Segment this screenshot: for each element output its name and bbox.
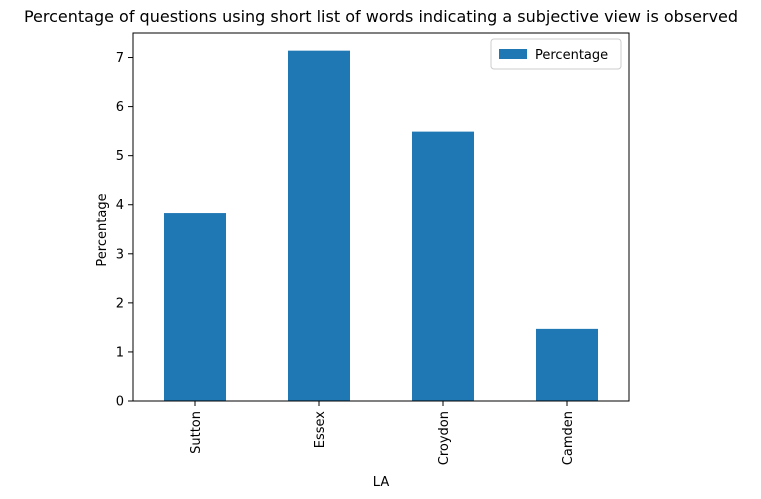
x-tick-label: Croydon xyxy=(437,411,452,465)
x-tick-label: Sutton xyxy=(189,411,204,454)
y-tick-label: 5 xyxy=(116,149,124,164)
y-tick-label: 6 xyxy=(116,100,124,115)
y-axis: 0 1 2 3 4 5 6 7 xyxy=(116,51,133,410)
x-axis-label: LA xyxy=(373,475,390,490)
plot-frame xyxy=(132,32,630,402)
bar-camden xyxy=(536,328,598,401)
chart-title: Percentage of questions using short list… xyxy=(24,7,738,26)
legend-box xyxy=(490,38,622,70)
y-tick-label: 2 xyxy=(116,296,124,311)
x-tick-label: Camden xyxy=(561,411,576,465)
legend: Percentage xyxy=(490,38,622,70)
x-tick-label: Essex xyxy=(313,411,328,449)
y-tick-label: 0 xyxy=(116,395,124,410)
y-tick-label: 1 xyxy=(116,345,124,360)
legend-label: Percentage xyxy=(535,48,608,63)
bar-sutton xyxy=(164,213,226,401)
bar-essex xyxy=(288,50,350,401)
bar-croydon xyxy=(412,131,474,401)
x-axis: Sutton Essex Croydon Camden xyxy=(189,401,576,465)
y-tick-label: 7 xyxy=(116,51,124,66)
plot-area xyxy=(132,32,630,402)
y-axis-label: Percentage xyxy=(95,193,110,266)
legend-swatch xyxy=(499,49,527,59)
y-tick-label: 3 xyxy=(116,247,124,262)
y-tick-label: 4 xyxy=(116,198,124,213)
